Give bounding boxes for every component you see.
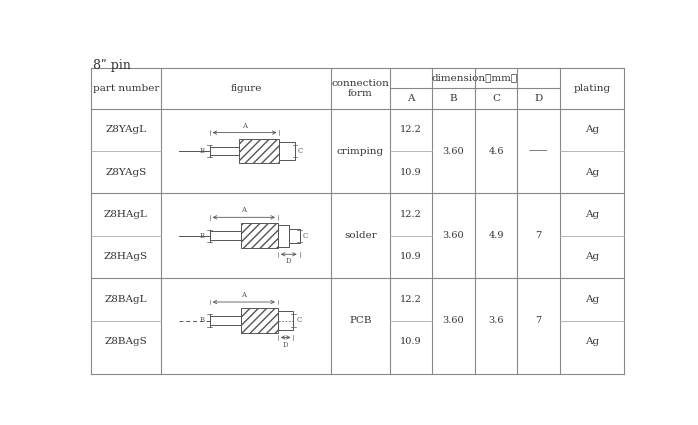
Text: A: A [242,291,246,299]
Text: 7: 7 [535,316,542,325]
Text: Z8YAgL: Z8YAgL [105,125,147,134]
Text: B: B [200,317,205,325]
Text: plating: plating [574,84,611,93]
Text: B: B [200,232,205,240]
Bar [279,142,295,160]
Text: PCB: PCB [349,316,372,325]
Text: C: C [303,232,308,240]
Text: dimension（mm）: dimension（mm） [431,74,518,82]
Text: Ag: Ag [585,125,599,134]
Text: part number: part number [93,84,159,93]
Text: connection
form: connection form [332,79,389,98]
Text: 10.9: 10.9 [400,252,422,261]
Text: Ag: Ag [585,252,599,261]
Text: 10.9: 10.9 [400,168,422,177]
Text: solder: solder [344,231,377,240]
Text: ——: —— [529,147,549,156]
Text: C: C [298,147,304,155]
Bar [209,147,239,155]
Text: Z8HAgS: Z8HAgS [104,252,148,261]
Bar [239,139,279,164]
Text: 8ʺ pin: 8ʺ pin [94,59,131,72]
Text: D: D [535,94,543,103]
Text: 4.9: 4.9 [489,231,504,240]
Text: 3.60: 3.60 [443,147,464,156]
Text: B: B [200,147,205,155]
Text: crimping: crimping [337,147,384,156]
Text: D: D [283,340,288,348]
Bar [278,311,293,330]
Text: 12.2: 12.2 [400,125,422,134]
Text: Ag: Ag [585,210,599,219]
Text: A: A [242,206,246,214]
Text: 4.6: 4.6 [489,147,504,156]
Bar [289,229,299,243]
Text: Z8BAgL: Z8BAgL [105,295,147,304]
Bar [209,231,241,241]
Text: C: C [492,94,500,103]
Text: Z8BAgS: Z8BAgS [105,337,147,346]
Text: C: C [297,317,302,325]
Text: Ag: Ag [585,168,599,177]
Text: 3.60: 3.60 [443,231,464,240]
Bar [209,316,241,325]
Text: 10.9: 10.9 [400,337,422,346]
Bar [241,308,278,333]
Text: D: D [286,258,292,265]
Text: Ag: Ag [585,295,599,304]
Text: Z8YAgS: Z8YAgS [105,168,147,177]
Text: Ag: Ag [585,337,599,346]
Text: 12.2: 12.2 [400,295,422,304]
Text: figure: figure [230,84,262,93]
Bar [278,225,289,246]
Text: B: B [450,94,457,103]
Text: 12.2: 12.2 [400,210,422,219]
Text: 3.6: 3.6 [489,316,504,325]
Text: Z8HAgL: Z8HAgL [104,210,148,219]
Text: 7: 7 [535,231,542,240]
Text: A: A [242,122,247,130]
Bar [241,224,278,248]
Text: A: A [407,94,415,103]
Text: 3.60: 3.60 [443,316,464,325]
